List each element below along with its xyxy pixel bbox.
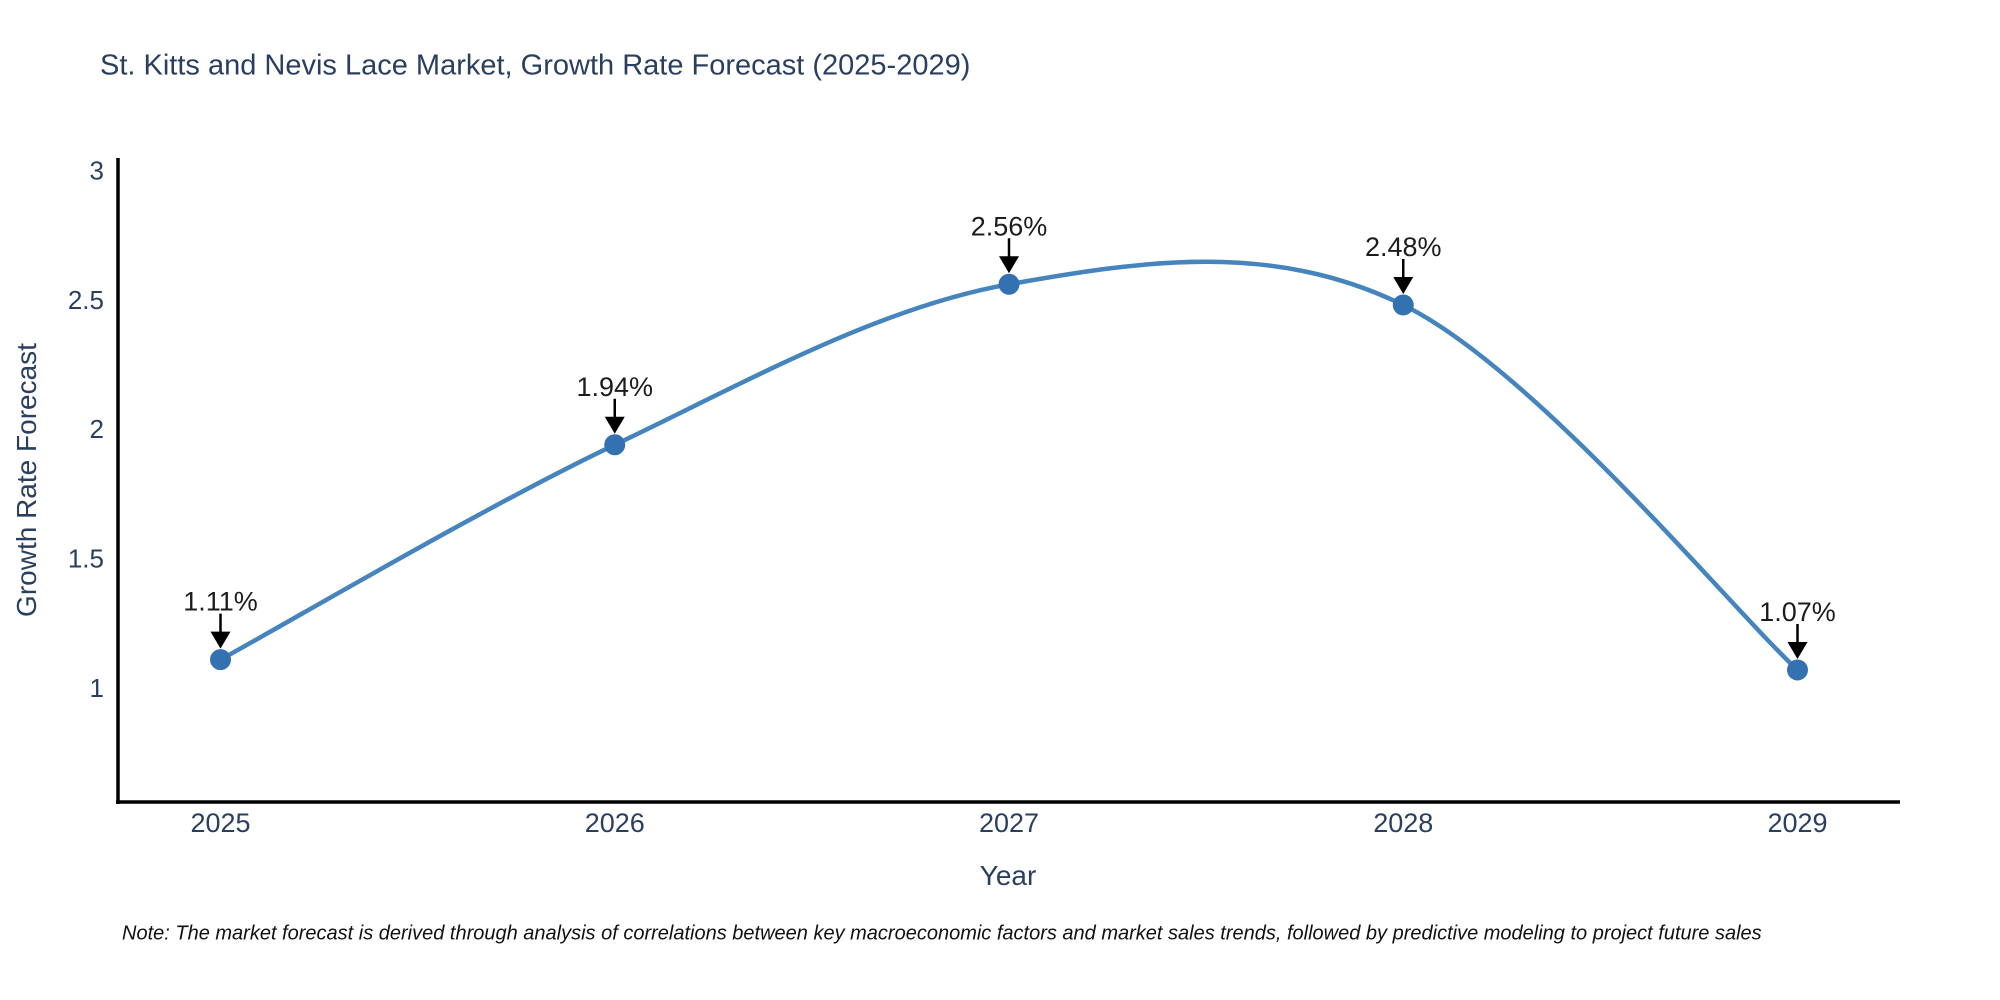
data-point-2026[interactable] — [604, 434, 626, 456]
annotation-label-2026: 1.94% — [576, 372, 653, 402]
data-point-2025[interactable] — [210, 649, 232, 671]
annotation-label-2025: 1.11% — [183, 587, 258, 617]
x-tick-label-2029: 2029 — [1767, 808, 1827, 838]
data-point-2027[interactable] — [998, 273, 1020, 295]
annotation-arrow-head-2028 — [1393, 276, 1414, 294]
y-tick-label-1.5: 1.5 — [68, 544, 104, 574]
y-tick-label-1: 1 — [90, 673, 104, 703]
annotation-label-2029: 1.07% — [1759, 597, 1836, 627]
x-tick-label-2026: 2026 — [585, 808, 645, 838]
x-axis-title: Year — [979, 860, 1037, 891]
forecast-line — [218, 259, 1800, 673]
y-tick-label-2: 2 — [90, 414, 104, 444]
annotation-label-2027: 2.56% — [971, 211, 1048, 241]
annotation-arrow-head-2029 — [1787, 641, 1808, 659]
x-tick-label-2028: 2028 — [1373, 808, 1433, 838]
annotation-label-2028: 2.48% — [1365, 232, 1442, 262]
data-point-2029[interactable] — [1786, 659, 1808, 681]
data-point-2028[interactable] — [1392, 294, 1414, 316]
annotation-arrow-head-2026 — [604, 416, 625, 434]
x-tick-label-2027: 2027 — [979, 808, 1039, 838]
y-tick-label-3: 3 — [90, 155, 104, 185]
x-tick-label-2025: 2025 — [190, 808, 250, 838]
chart-footnote: Note: The market forecast is derived thr… — [122, 922, 1762, 945]
annotation-arrow-head-2027 — [999, 256, 1019, 274]
annotation-arrow-head-2025 — [210, 631, 231, 649]
chart-title: St. Kitts and Nevis Lace Market, Growth … — [100, 49, 971, 82]
y-tick-label-2.5: 2.5 — [68, 285, 104, 315]
